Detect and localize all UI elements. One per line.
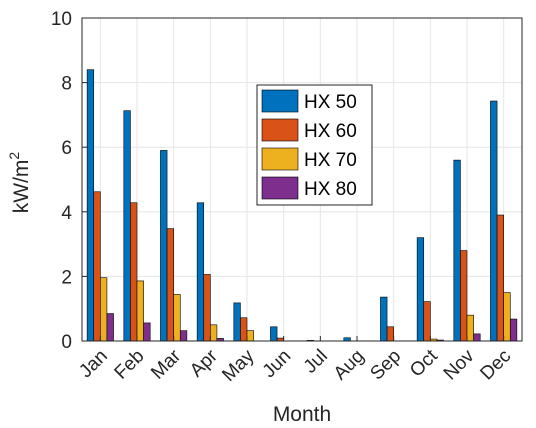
- bar: [100, 277, 108, 342]
- bar: [509, 318, 518, 342]
- y-tick-label: 2: [61, 267, 72, 288]
- y-axis-label: kW/m2: [6, 152, 33, 214]
- legend-swatch: [261, 89, 299, 113]
- y-tick-label: 10: [51, 9, 72, 30]
- axes-box: [81, 17, 523, 342]
- legend: HX 50 HX 60 HX 70 HX 80: [256, 84, 373, 206]
- bar: [496, 214, 504, 342]
- y-tick-label: 0: [61, 332, 72, 353]
- y-axis-label-superscript: 2: [6, 152, 22, 160]
- x-tick-label: Jul: [300, 346, 332, 378]
- legend-label: HX 80: [304, 179, 357, 200]
- bar: [423, 301, 431, 342]
- bar: [460, 250, 468, 342]
- bar: [246, 330, 254, 342]
- bar: [136, 280, 144, 342]
- x-tick-label: Jun: [259, 346, 296, 383]
- bar: [210, 324, 218, 342]
- x-tick-label: Oct: [406, 345, 442, 381]
- bar: [123, 110, 131, 342]
- x-tick-label: Dec: [476, 346, 515, 385]
- legend-swatch: [261, 176, 299, 200]
- x-tick-label: Apr: [186, 345, 222, 381]
- bar: [173, 294, 181, 342]
- legend-label: HX 50: [304, 92, 357, 113]
- bar: [466, 314, 474, 342]
- bar: [130, 202, 138, 342]
- bar: [233, 302, 241, 342]
- x-tick-label: Mar: [147, 345, 185, 383]
- bar: [270, 326, 278, 342]
- bar: [93, 191, 101, 342]
- legend-label: HX 70: [304, 150, 357, 171]
- bar: [196, 202, 205, 342]
- y-tick-label: 6: [61, 138, 72, 159]
- bar: [386, 326, 394, 342]
- bar: [473, 333, 481, 342]
- x-tick-label: Feb: [111, 346, 149, 384]
- bar: [203, 274, 211, 342]
- bar: [179, 330, 188, 342]
- bar: [453, 159, 461, 342]
- bar: [86, 69, 95, 342]
- y-tick-label: 4: [61, 203, 72, 224]
- x-tick-label: Sep: [366, 346, 405, 385]
- x-tick-label: May: [218, 345, 259, 386]
- bar: [240, 317, 248, 342]
- bar: [380, 296, 388, 342]
- legend-swatch: [261, 118, 299, 142]
- bar: [143, 322, 151, 342]
- bar: [490, 100, 498, 342]
- bar: [166, 228, 174, 342]
- bar: [503, 292, 511, 342]
- x-tick-label: Aug: [330, 346, 369, 385]
- bar: [106, 313, 114, 342]
- legend-label: HX 60: [304, 121, 357, 142]
- bar: [160, 150, 168, 342]
- y-axis-label-text: kW/m: [10, 160, 33, 214]
- x-axis-label: Month: [273, 403, 331, 426]
- x-tick-label: Nov: [440, 345, 479, 384]
- y-tick-label: 8: [61, 74, 72, 95]
- bar: [416, 237, 425, 342]
- x-tick-label: Jan: [75, 346, 112, 383]
- legend-swatch: [261, 147, 299, 171]
